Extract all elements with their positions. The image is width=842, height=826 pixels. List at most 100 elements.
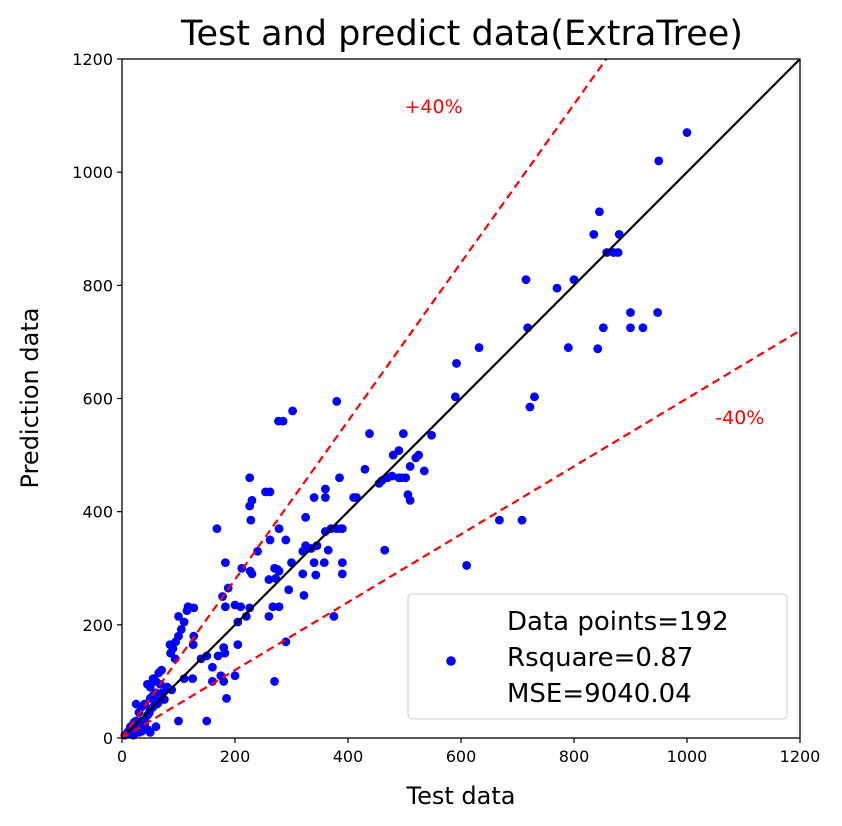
data-point-92 <box>230 600 240 610</box>
data-point-169 <box>144 708 154 718</box>
data-point-185 <box>462 561 472 570</box>
data-point-26 <box>278 416 288 426</box>
data-point-182 <box>405 462 415 471</box>
x-tick-label-5: 1000 <box>667 747 708 766</box>
data-point-38 <box>419 466 429 476</box>
data-point-30 <box>427 430 437 440</box>
data-point-77 <box>337 558 347 567</box>
data-point-32 <box>335 473 344 483</box>
data-point-27 <box>332 396 342 406</box>
data-point-80 <box>337 569 347 579</box>
data-point-2 <box>595 207 604 217</box>
data-point-70 <box>264 575 274 584</box>
data-point-48 <box>265 487 275 497</box>
reference-lines <box>121 58 801 739</box>
reference-line-1 <box>121 58 608 739</box>
y-axis-label: Prediction data <box>16 308 44 489</box>
data-point-95 <box>264 611 274 621</box>
data-point-18 <box>563 343 573 352</box>
x-tick-label-1: 200 <box>220 747 251 766</box>
data-point-3 <box>589 230 599 239</box>
data-point-31 <box>245 473 255 483</box>
data-point-46 <box>245 501 255 511</box>
data-point-53 <box>301 512 311 522</box>
data-point-112 <box>171 637 181 647</box>
data-point-13 <box>598 323 608 333</box>
y-tick-label-4: 800 <box>82 276 113 295</box>
x-axis-label: Test data <box>406 782 516 810</box>
data-point-120 <box>219 677 229 686</box>
data-point-12 <box>653 308 663 317</box>
data-point-184 <box>517 515 527 525</box>
data-point-57 <box>281 535 291 545</box>
data-point-54 <box>212 524 222 534</box>
x-tick-label-4: 800 <box>559 747 590 766</box>
legend-marker <box>446 656 456 666</box>
data-point-40 <box>414 450 424 460</box>
data-point-94 <box>241 611 251 621</box>
data-point-89 <box>268 602 278 612</box>
data-point-56 <box>274 524 284 534</box>
data-point-106 <box>213 651 223 661</box>
data-point-149 <box>145 727 155 737</box>
y-tick-label-3: 600 <box>82 390 113 409</box>
x-tick-label-0: 0 <box>117 747 127 766</box>
chart-title: Test and predict data(ExtraTree) <box>180 14 743 54</box>
data-point-170 <box>174 716 183 726</box>
data-point-24 <box>288 406 298 416</box>
data-point-0 <box>682 128 692 137</box>
data-point-66 <box>253 546 262 556</box>
data-point-154 <box>151 722 161 732</box>
data-point-180 <box>388 450 398 460</box>
data-point-130 <box>143 679 152 689</box>
data-point-79 <box>311 570 321 580</box>
data-point-29 <box>398 429 408 438</box>
data-point-103 <box>233 640 243 650</box>
data-point-176 <box>323 545 333 555</box>
data-point-17 <box>474 343 484 352</box>
data-point-137 <box>131 699 141 709</box>
y-tick-label-6: 1200 <box>72 50 113 69</box>
data-point-96 <box>329 611 339 621</box>
data-point-76 <box>319 558 329 567</box>
data-point-75 <box>309 558 319 567</box>
y-axis: 0 200 400 600 800 1000 1200 <box>72 50 122 748</box>
legend: Data points=192 Rsquare=0.87 MSE=9040.04 <box>407 593 788 720</box>
data-point-171 <box>202 716 212 726</box>
x-axis: 0 200 400 600 800 1000 1200 <box>117 738 820 766</box>
data-point-62 <box>321 527 330 536</box>
data-point-90 <box>245 603 255 613</box>
data-point-122 <box>188 674 198 683</box>
legend-line-points: Data points=192 <box>507 607 729 637</box>
data-point-172 <box>222 693 231 703</box>
x-tick-label-2: 400 <box>333 747 364 766</box>
reference-line-0 <box>121 58 801 739</box>
data-point-117 <box>208 662 217 672</box>
legend-line-rsquare: Rsquare=0.87 <box>507 643 693 673</box>
data-point-49 <box>321 484 330 494</box>
data-point-72 <box>245 566 255 576</box>
data-point-28 <box>365 429 374 438</box>
data-point-8 <box>521 275 531 285</box>
data-point-1 <box>654 156 664 166</box>
data-point-20 <box>452 359 461 368</box>
data-point-16 <box>638 323 648 333</box>
data-point-101 <box>176 624 186 634</box>
data-point-173 <box>270 677 279 686</box>
data-point-78 <box>298 569 308 579</box>
x-tick-label-3: 600 <box>446 747 477 766</box>
data-point-88 <box>274 602 284 612</box>
data-point-186 <box>337 524 347 534</box>
data-point-23 <box>525 402 535 412</box>
data-point-58 <box>265 535 275 545</box>
data-point-123 <box>179 674 189 683</box>
data-point-105 <box>220 648 230 658</box>
annotation-1: -40% <box>715 407 764 429</box>
data-point-175 <box>301 541 311 551</box>
annotations: +40% -40% <box>405 96 765 429</box>
data-point-82 <box>284 585 294 595</box>
data-point-7 <box>613 248 623 257</box>
y-tick-label-0: 0 <box>103 729 113 748</box>
data-point-119 <box>230 671 240 681</box>
data-point-177 <box>349 493 359 502</box>
